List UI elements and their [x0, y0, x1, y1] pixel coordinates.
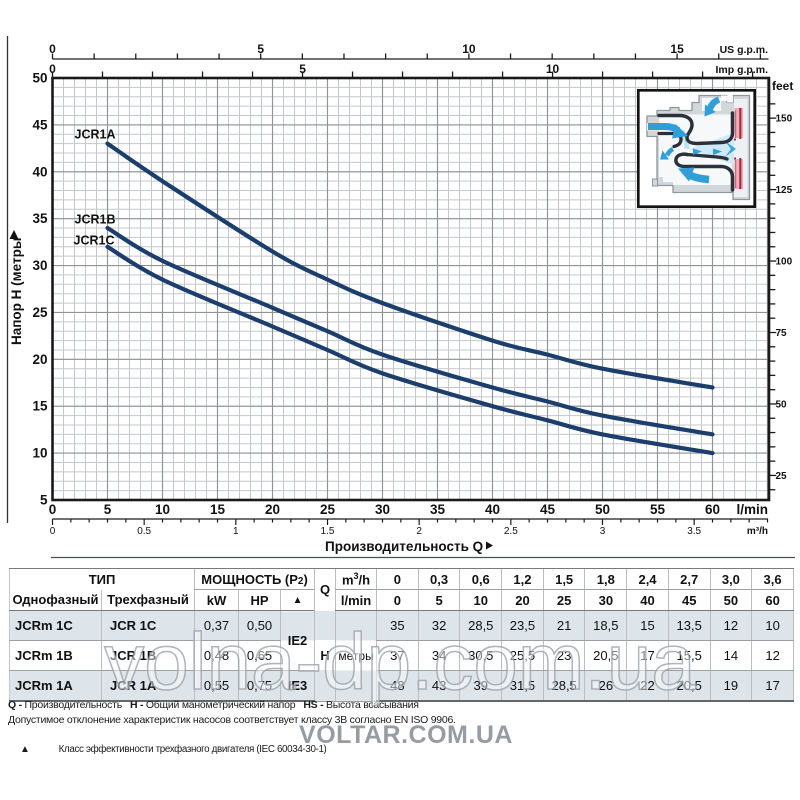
svg-text:45: 45: [540, 502, 556, 517]
svg-text:0: 0: [50, 526, 56, 537]
svg-text:1: 1: [233, 526, 239, 537]
svg-text:150: 150: [776, 114, 793, 125]
svg-text:75: 75: [776, 328, 788, 339]
svg-text:40: 40: [485, 502, 500, 517]
svg-text:50: 50: [776, 399, 788, 410]
svg-text:1.5: 1.5: [321, 526, 335, 537]
svg-text:30: 30: [32, 258, 47, 273]
svg-text:0: 0: [49, 42, 56, 56]
svg-text:0: 0: [49, 502, 57, 517]
svg-text:35: 35: [32, 211, 48, 226]
svg-text:25: 25: [32, 305, 48, 320]
svg-text:60: 60: [705, 502, 720, 517]
svg-text:25: 25: [776, 471, 788, 482]
svg-text:50: 50: [32, 71, 47, 86]
svg-text:20: 20: [32, 352, 47, 367]
svg-text:35: 35: [430, 502, 446, 517]
svg-text:15: 15: [670, 42, 684, 56]
svg-text:JCR1A: JCR1A: [75, 128, 116, 142]
svg-text:20: 20: [265, 502, 280, 517]
svg-text:JCR1B: JCR1B: [75, 213, 116, 227]
svg-text:2: 2: [416, 526, 422, 537]
svg-text:45: 45: [32, 117, 48, 132]
svg-text:3.5: 3.5: [687, 526, 701, 537]
svg-text:10: 10: [462, 42, 476, 56]
svg-text:15: 15: [210, 502, 226, 517]
svg-text:10: 10: [546, 62, 560, 76]
svg-text:5: 5: [299, 62, 306, 76]
svg-text:3: 3: [600, 526, 606, 537]
svg-text:5: 5: [257, 42, 264, 56]
svg-text:Imp g.p.m.: Imp g.p.m.: [716, 64, 769, 76]
svg-text:25: 25: [320, 502, 336, 517]
svg-text:10: 10: [155, 502, 170, 517]
svg-text:15: 15: [32, 399, 48, 414]
svg-text:125: 125: [776, 185, 793, 196]
svg-text:2.5: 2.5: [504, 526, 518, 537]
svg-text:0: 0: [49, 62, 56, 76]
svg-text:50: 50: [595, 502, 610, 517]
svg-text:55: 55: [650, 502, 666, 517]
svg-text:US g.p.m.: US g.p.m.: [720, 44, 769, 56]
svg-text:5: 5: [40, 493, 48, 508]
svg-text:m³/h: m³/h: [747, 526, 768, 537]
svg-text:JCR1C: JCR1C: [74, 234, 115, 248]
svg-text:Производительность Q: Производительность Q: [325, 539, 483, 554]
svg-text:30: 30: [375, 502, 390, 517]
svg-text:feet: feet: [772, 79, 793, 93]
svg-text:l/min: l/min: [736, 502, 768, 517]
svg-text:10: 10: [32, 446, 47, 461]
svg-text:Напор Н (метры: Напор Н (метры: [9, 238, 24, 345]
svg-text:5: 5: [104, 502, 112, 517]
svg-text:100: 100: [776, 257, 793, 268]
svg-text:0.5: 0.5: [137, 526, 151, 537]
svg-text:40: 40: [32, 164, 47, 179]
